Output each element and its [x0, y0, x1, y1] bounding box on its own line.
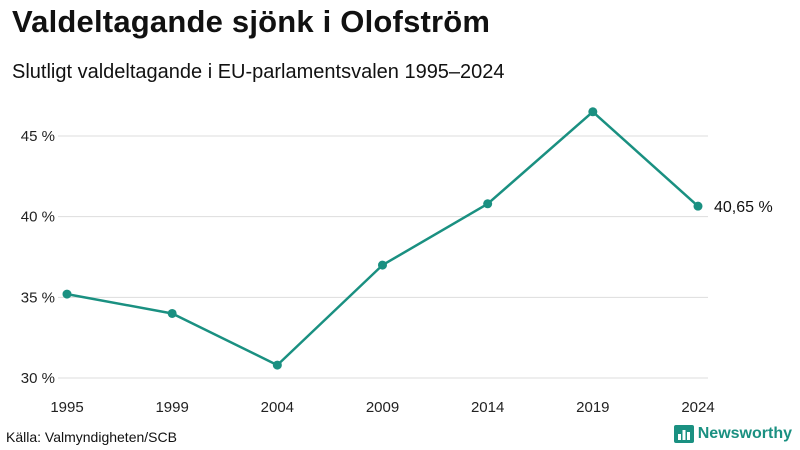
x-tick-label: 2004 — [261, 399, 294, 416]
y-axis-ticks: 30 % 35 % 40 % 45 % — [21, 128, 55, 387]
x-tick-label: 1995 — [50, 399, 83, 416]
x-axis-ticks: 1995 1999 2004 2009 2014 2019 2024 — [50, 399, 714, 416]
data-point — [378, 260, 387, 270]
y-tick-label: 35 % — [21, 289, 55, 306]
data-point — [167, 308, 177, 318]
y-tick-label: 30 % — [21, 370, 55, 387]
x-tick-label: 2019 — [576, 399, 609, 416]
data-point — [693, 201, 703, 211]
y-tick-label: 40 % — [21, 209, 55, 226]
source-credit: Källa: Valmyndigheten/SCB — [6, 429, 177, 445]
data-point — [62, 289, 72, 299]
chart-subtitle: Slutligt valdeltagande i EU-parlamentsva… — [12, 61, 505, 83]
chart-title: Valdeltagande sjönk i Olofström — [12, 4, 491, 39]
x-tick-label: 2014 — [471, 399, 504, 416]
y-tick-label: 45 % — [21, 128, 55, 145]
x-tick-label: 1999 — [155, 399, 188, 416]
end-value-label: 40,65 % — [714, 199, 773, 216]
brand-name: Newsworthy — [697, 425, 792, 442]
data-point — [272, 360, 282, 370]
series-layer — [62, 107, 703, 370]
series-line — [66, 110, 699, 367]
data-point — [588, 107, 598, 117]
bar-chart-icon — [673, 425, 694, 443]
x-tick-label: 2024 — [681, 399, 714, 416]
brand-logo: Newsworthy — [673, 425, 792, 443]
x-tick-label: 2009 — [366, 399, 399, 416]
data-point — [483, 199, 493, 209]
grid-lines — [58, 135, 708, 379]
